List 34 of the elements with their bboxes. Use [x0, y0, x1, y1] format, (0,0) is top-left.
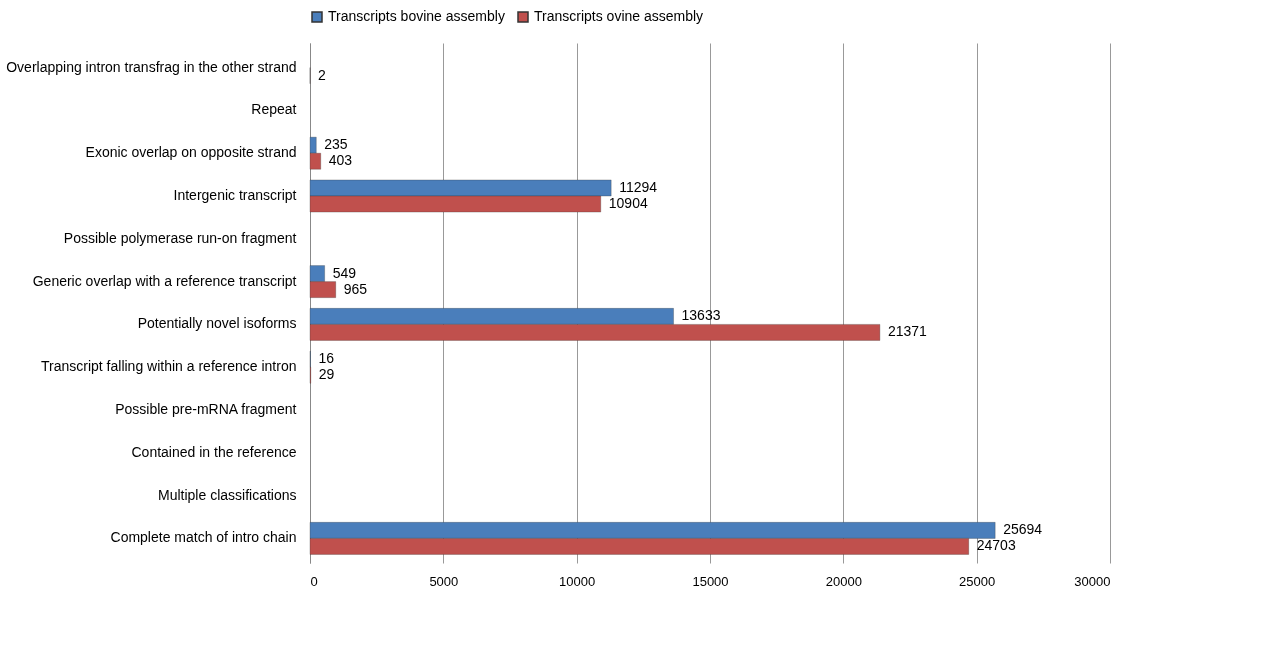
- x-tick-label: 5000: [429, 573, 459, 589]
- y-tick-label: Complete match of intro chain: [110, 529, 297, 546]
- y-tick-label: Overlapping intron transfrag in the other strand: [6, 58, 297, 75]
- data-label: 965: [343, 280, 368, 297]
- x-tick-label: 25000: [959, 573, 996, 589]
- y-tick-label: Possible polymerase run-on fragment: [63, 229, 297, 246]
- x-tick-label: 10000: [559, 573, 596, 589]
- y-tick-label: Intergenic transcript: [173, 187, 297, 203]
- y-tick-label: Possible pre-mRNA fragment: [115, 401, 297, 417]
- y-tick-label: Potentially novel isoforms: [137, 315, 297, 332]
- data-label: 2: [318, 66, 327, 83]
- data-label: 403: [328, 152, 353, 169]
- data-label: 21371: [887, 323, 928, 340]
- y-tick-label: Multiple classifications: [158, 486, 297, 503]
- data-label: 235: [324, 136, 348, 153]
- data-label: 13633: [681, 307, 721, 324]
- data-label: 29: [318, 366, 335, 383]
- x-tick-label: 0: [310, 573, 318, 589]
- y-tick-label: Transcript falling within a reference intron: [41, 358, 297, 375]
- x-tick-label: 20000: [825, 573, 862, 589]
- y-tick-label: Exonic overlap on opposite strand: [85, 144, 297, 161]
- legend-label: Transcripts ovine assembly: [534, 8, 704, 24]
- data-label: 24703: [976, 537, 1016, 554]
- y-tick-label: Repeat: [251, 101, 297, 118]
- data-label: 16: [318, 350, 335, 367]
- x-tick-label: 30000: [1074, 573, 1111, 589]
- x-tick-label: 15000: [692, 573, 729, 589]
- data-label: 10904: [608, 195, 648, 212]
- legend-label: Transcripts bovine assembly: [328, 8, 505, 24]
- data-label: 25694: [1003, 521, 1043, 538]
- y-tick-label: Generic overlap with a reference transcript: [32, 272, 297, 289]
- data-label: 11294: [619, 178, 658, 195]
- y-tick-label: Contained in the reference: [131, 443, 297, 460]
- data-label: 549: [332, 264, 357, 281]
